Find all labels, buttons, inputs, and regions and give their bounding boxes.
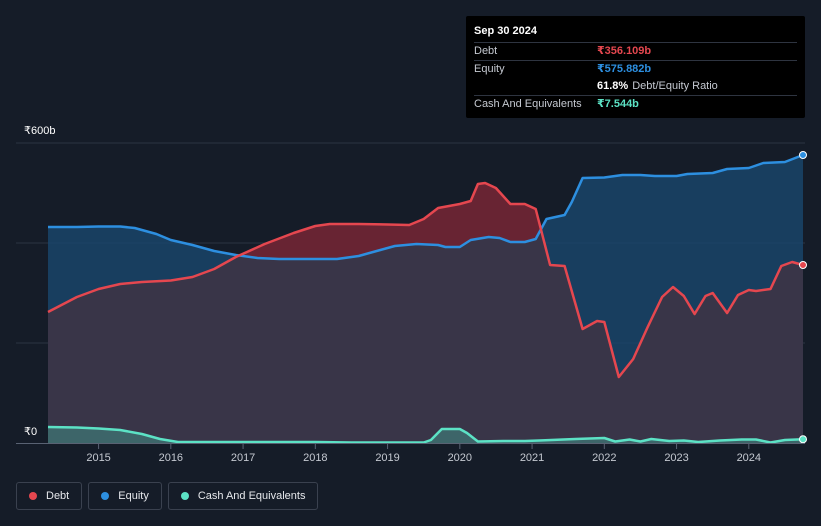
legend-dot-icon	[180, 492, 189, 500]
debt-end-marker	[799, 261, 807, 269]
cash-end-marker	[799, 435, 807, 444]
legend-dot-icon	[29, 492, 37, 500]
data-tooltip: Sep 30 2024 Debt ₹356.109b Equity ₹575.8…	[466, 16, 805, 118]
y-tick-label: ₹0	[24, 426, 37, 438]
debt-line	[47, 181, 804, 379]
tooltip-sublabel: Debt/Equity Ratio	[632, 80, 718, 92]
x-tick-label: 2018	[303, 452, 327, 464]
x-tick-label: 2017	[231, 452, 255, 464]
x-tick-label: 2016	[159, 452, 183, 464]
y-tick-label: ₹600b	[24, 125, 55, 137]
equity-end-marker	[799, 151, 807, 159]
tooltip-label: Debt	[474, 45, 498, 57]
tooltip-value: ₹356.109b	[597, 45, 652, 57]
x-tick-label: 2024	[737, 452, 761, 464]
tooltip-row-ratio: 61.8% Debt/Equity Ratio	[474, 78, 797, 95]
equity-line	[48, 153, 804, 261]
legend-label: Cash And Equivalents	[197, 490, 306, 502]
x-tick-label: 2023	[664, 452, 688, 464]
x-tick-label: 2021	[520, 452, 544, 464]
tooltip-label	[474, 78, 597, 95]
tooltip-row-equity: Equity ₹575.882b	[474, 60, 797, 78]
legend-item-equity[interactable]: Equity	[88, 482, 162, 510]
x-tick-label: 2015	[86, 452, 110, 464]
tooltip-row-cash: Cash And Equivalents ₹7.544b	[474, 95, 797, 113]
legend-dot-icon	[101, 492, 110, 500]
legend-item-debt[interactable]: Debt	[16, 482, 83, 510]
debt-excess-area	[239, 183, 541, 259]
legend-label: Equity	[118, 490, 149, 502]
tooltip-value: 61.8%	[597, 80, 629, 92]
legend-label: Debt	[46, 490, 70, 502]
tooltip-row-debt: Debt ₹356.109b	[474, 42, 797, 60]
legend-item-cash[interactable]: Cash And Equivalents	[167, 482, 319, 510]
debt-area	[48, 183, 803, 443]
legend: Debt Equity Cash And Equivalents	[16, 482, 319, 510]
x-tick-label: 2022	[592, 452, 616, 464]
x-tick-label: 2020	[448, 452, 472, 464]
tooltip-date: Sep 30 2024	[474, 25, 537, 37]
tooltip-value: ₹7.544b	[597, 98, 639, 110]
tooltip-label: Cash And Equivalents	[474, 98, 582, 110]
tooltip-label: Equity	[474, 63, 505, 75]
tooltip-value: ₹575.882b	[597, 63, 652, 75]
x-tick-label: 2019	[375, 452, 399, 464]
cash-line	[47, 425, 804, 444]
